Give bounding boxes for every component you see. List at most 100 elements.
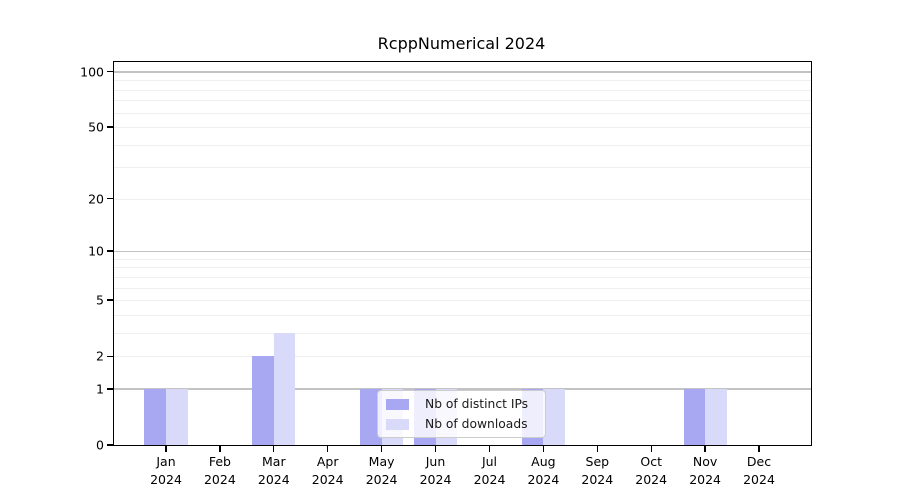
grid-line-minor	[114, 144, 811, 146]
y-tick-label: 50	[88, 119, 104, 135]
y-tick-mark	[107, 388, 114, 390]
grid-line-minor	[114, 287, 811, 289]
y-tick-label: 20	[88, 191, 104, 207]
y-tick-label: 2	[96, 348, 104, 364]
x-tick-label-line: Feb	[208, 454, 231, 469]
y-tick-mark	[107, 299, 114, 301]
y-tick-label: 1	[96, 381, 104, 397]
y-tick-label: 5	[96, 292, 104, 308]
x-tick-label-line: 2024	[689, 472, 721, 488]
y-tick-label: 100	[80, 64, 104, 80]
y-tick-label: 10	[88, 243, 104, 259]
x-tick-mark	[219, 445, 221, 452]
grid-line-minor	[114, 112, 811, 114]
grid-line-minor	[114, 89, 811, 91]
x-tick-label: Mar 2024	[258, 453, 290, 489]
bar-distinct-ips	[360, 388, 382, 445]
x-tick-label-line: 2024	[311, 472, 344, 488]
y-tick-mark	[107, 198, 114, 200]
x-tick-label: Dec 2024	[743, 453, 775, 489]
x-tick-label-line: Sep	[585, 454, 610, 469]
legend-item: Nb of distinct IPs	[386, 396, 537, 412]
x-tick-label-line: 2024	[203, 472, 236, 488]
grid-line-minor	[114, 258, 811, 260]
grid-line-minor	[114, 80, 811, 82]
x-tick-label-line: 2024	[150, 472, 182, 488]
x-tick-mark	[596, 445, 598, 452]
x-tick-label-line: Apr	[316, 454, 339, 469]
x-tick-label-line: Mar	[262, 454, 286, 469]
y-tick-mark	[107, 355, 114, 357]
bar-downloads	[705, 388, 727, 445]
x-tick-label: Sep 2024	[581, 453, 613, 489]
grid-line-minor	[114, 276, 811, 278]
x-tick-label: Aug 2024	[527, 453, 559, 489]
x-tick-label-line: Jan	[156, 454, 176, 469]
x-tick-label-line: Oct	[640, 454, 662, 469]
y-tick-label: 0	[96, 437, 104, 453]
x-tick-mark	[542, 445, 545, 452]
bar-distinct-ips	[144, 388, 166, 445]
x-tick-label-line: 2024	[419, 472, 452, 488]
x-tick-label-line: 2024	[257, 472, 290, 488]
x-tick-mark	[488, 445, 491, 452]
grid-line-major	[114, 388, 811, 390]
grid-line-major	[114, 71, 811, 73]
grid-line-minor	[114, 300, 811, 302]
x-tick-label-line: 2024	[527, 472, 560, 488]
x-tick-mark	[704, 445, 706, 452]
x-tick-label: Nov 2024	[689, 453, 721, 489]
x-tick-label-line: 2024	[365, 472, 398, 488]
x-tick-mark	[327, 445, 329, 452]
x-tick-label-line: 2024	[743, 472, 775, 488]
grid-line-minor	[114, 127, 811, 128]
legend-swatch	[386, 418, 409, 430]
bar-distinct-ips	[252, 356, 274, 445]
x-tick-mark	[434, 445, 437, 452]
x-tick-label-line: Dec	[746, 454, 772, 469]
y-tick-mark	[107, 126, 114, 128]
x-tick-label: Jan 2024	[150, 453, 182, 489]
legend-label: Nb of downloads	[425, 417, 528, 431]
x-tick-label: Jul 2024	[474, 453, 506, 489]
chart-title: RcppNumerical 2024	[377, 34, 546, 53]
legend: Nb of distinct IPs Nb of downloads	[377, 390, 546, 438]
grid-line-minor	[114, 198, 811, 200]
legend-item: Nb of downloads	[386, 416, 537, 432]
y-tick-mark	[107, 71, 114, 73]
y-tick-mark	[107, 250, 114, 252]
x-tick-mark	[380, 445, 383, 452]
grid-line-minor	[114, 167, 811, 169]
x-tick-mark	[758, 445, 760, 452]
grid-line-major	[114, 250, 811, 252]
x-tick-label-line: Jun	[425, 454, 446, 469]
x-tick-label: Jun 2024	[420, 453, 452, 489]
x-tick-mark	[165, 445, 167, 452]
y-tick-mark	[107, 444, 114, 446]
bar-downloads	[543, 388, 565, 445]
grid-line-minor	[114, 314, 811, 316]
legend-swatch	[386, 398, 409, 410]
x-tick-label-line: 2024	[473, 472, 506, 488]
x-tick-label: May 2024	[366, 453, 398, 489]
bar-downloads	[166, 388, 188, 445]
x-tick-label-line: Aug	[531, 454, 556, 469]
x-tick-label-line: May	[368, 454, 395, 469]
x-tick-label: Feb 2024	[204, 453, 236, 489]
x-tick-label: Oct 2024	[635, 453, 667, 489]
grid-line-minor	[114, 356, 811, 358]
grid-line-minor	[114, 332, 811, 334]
x-tick-label-line: Jul	[481, 454, 498, 469]
grid-line-minor	[114, 100, 811, 102]
plot-area: Nb of distinct IPs Nb of downloads 0 1 2 5 10…	[80, 61, 812, 487]
bar-downloads	[273, 332, 296, 445]
x-tick-mark	[273, 445, 275, 452]
legend-label: Nb of distinct IPs	[425, 397, 529, 411]
x-tick-label: Apr 2024	[312, 453, 344, 489]
x-tick-mark	[650, 445, 652, 452]
x-tick-label-line: 2024	[635, 472, 668, 488]
x-tick-label-line: Nov	[692, 454, 718, 469]
bar-distinct-ips	[683, 388, 706, 445]
grid-line-minor	[114, 267, 811, 269]
